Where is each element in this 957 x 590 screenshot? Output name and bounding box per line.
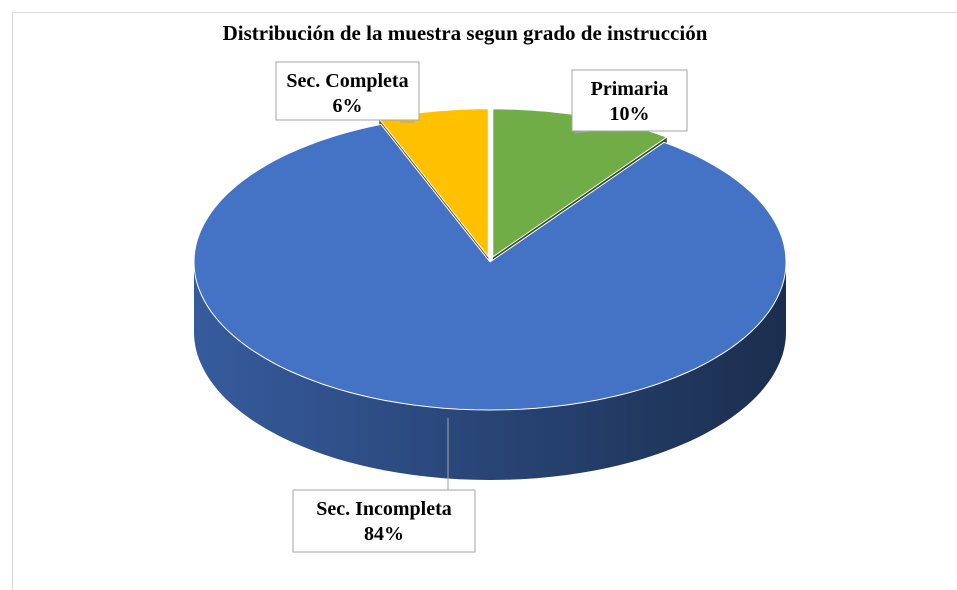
data-label-category: Primaria <box>591 78 669 100</box>
data-label-value: 84% <box>364 523 404 545</box>
slice <box>193 123 787 411</box>
chart-title: Distribución de la muestra segun grado d… <box>223 21 708 45</box>
data-label-value: 10% <box>610 103 650 125</box>
data-label-value: 6% <box>333 95 363 117</box>
data-label-category: Sec. Completa <box>286 70 408 92</box>
labels: Primaria 10% Sec. Incompleta 84% Sec. Comple… <box>275 61 688 553</box>
data-label-category: Sec. Incompleta <box>316 498 452 520</box>
slice-side <box>194 262 786 480</box>
label-box <box>275 61 420 121</box>
pie <box>193 108 787 480</box>
label-box <box>571 69 688 132</box>
label-box <box>292 489 476 553</box>
